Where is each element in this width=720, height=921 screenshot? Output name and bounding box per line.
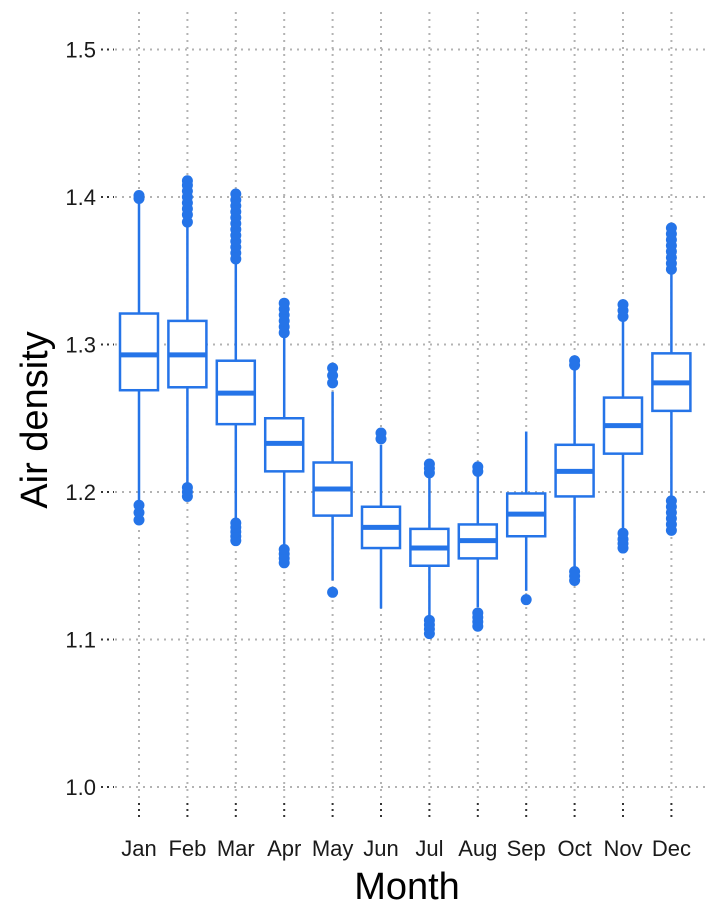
outlier-point: [617, 527, 629, 539]
outlier-point: [375, 427, 387, 439]
outlier-point: [423, 614, 435, 626]
x-tick-label: Apr: [267, 836, 301, 861]
x-tick-label: Feb: [168, 836, 206, 861]
x-tick-label: Dec: [652, 836, 691, 861]
box-jun: [360, 427, 402, 609]
x-tick-label: Mar: [217, 836, 255, 861]
x-axis-title: Month: [354, 866, 460, 908]
outlier-point: [181, 482, 193, 494]
outlier-point: [569, 566, 581, 578]
x-tick-label: Aug: [458, 836, 497, 861]
x-tick-label: Jul: [415, 836, 443, 861]
y-axis-title: Air density: [14, 331, 56, 508]
outlier-point: [327, 362, 339, 374]
y-tick-label: 1.3: [65, 333, 96, 358]
outlier-point: [327, 586, 339, 598]
y-tick-label: 1.0: [65, 775, 96, 800]
box-may: [312, 362, 353, 598]
box-dec: [651, 222, 692, 536]
x-tick-label: May: [312, 836, 354, 861]
outlier-point: [617, 299, 629, 311]
outlier-point: [665, 222, 677, 234]
outlier-point: [181, 175, 193, 187]
axis-ticks: [101, 48, 673, 818]
x-tick-label: Jan: [121, 836, 156, 861]
outlier-point: [133, 190, 145, 202]
y-tick-label: 1.5: [65, 38, 96, 63]
x-tick-label: Nov: [603, 836, 642, 861]
box-feb: [167, 175, 208, 502]
outlier-point: [278, 544, 290, 556]
outlier-point: [133, 499, 145, 511]
box-apr: [263, 297, 305, 569]
box-sep: [505, 431, 547, 606]
tick-labels: 1.0 1.1 1.2 1.3 1.4 1.5 Jan Feb Mar Apr May Jun Jul A…: [65, 38, 691, 862]
outlier-point: [569, 355, 581, 367]
y-tick-label: 1.4: [65, 185, 96, 210]
outlier-point: [278, 297, 290, 309]
outlier-point: [665, 495, 677, 507]
outlier-point: [472, 607, 484, 619]
y-tick-label: 1.1: [65, 628, 96, 653]
box-aug: [457, 461, 499, 632]
boxes: [118, 175, 692, 640]
outlier-point: [230, 188, 242, 200]
outlier-point: [423, 458, 435, 470]
outlier-point: [472, 461, 484, 473]
box-jan: [118, 190, 160, 526]
x-tick-label: Sep: [507, 836, 546, 861]
box-nov: [602, 299, 644, 554]
y-tick-label: 1.2: [65, 480, 96, 505]
outlier-point: [230, 517, 242, 529]
outlier-point: [520, 594, 532, 606]
box-mar: [215, 188, 257, 547]
box-oct: [554, 355, 595, 586]
box-jul: [409, 458, 450, 640]
x-tick-label: Oct: [557, 836, 591, 861]
iqr-box: [118, 312, 160, 392]
x-tick-label: Jun: [363, 836, 398, 861]
